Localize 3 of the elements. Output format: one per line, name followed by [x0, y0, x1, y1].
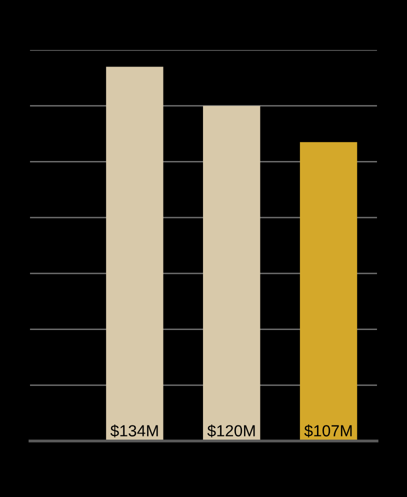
- data-label: $107M: [304, 424, 352, 438]
- data-label: $134M: [110, 424, 158, 438]
- data-label: $120M: [207, 424, 255, 438]
